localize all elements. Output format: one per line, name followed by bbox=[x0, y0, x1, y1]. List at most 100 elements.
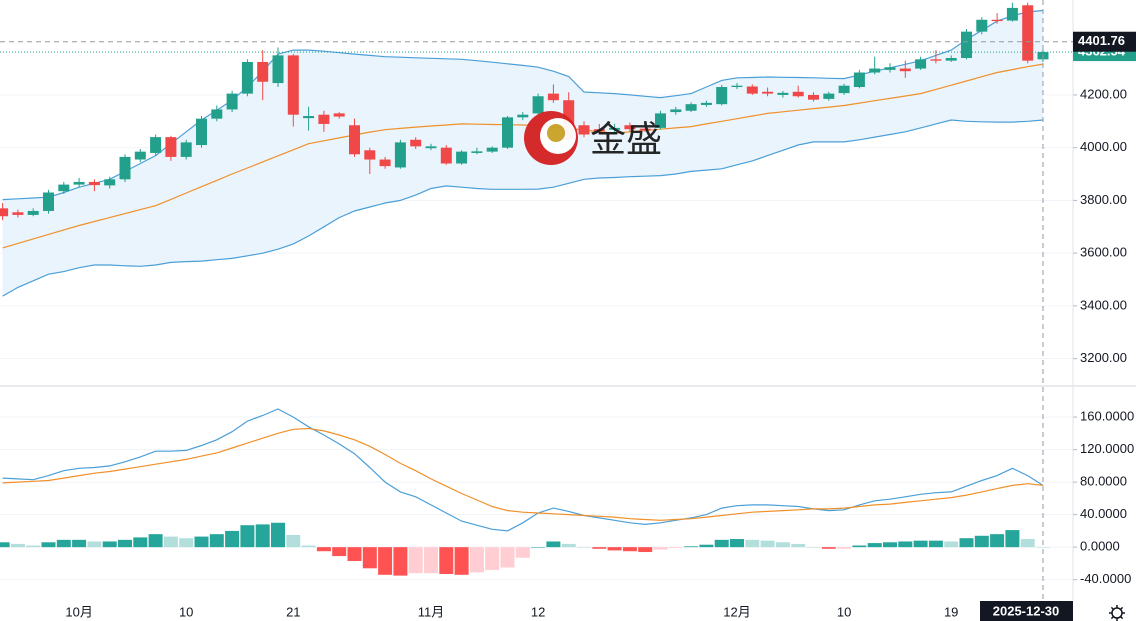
candle-body bbox=[165, 137, 177, 157]
candle-body bbox=[853, 72, 865, 88]
candle-body bbox=[287, 55, 299, 115]
candle-body bbox=[823, 93, 835, 99]
candle-body bbox=[899, 68, 911, 72]
candle-body bbox=[471, 151, 483, 153]
y-tick-label: 3400.00 bbox=[1080, 297, 1127, 312]
histogram-bar bbox=[469, 547, 484, 573]
candle-body bbox=[303, 116, 315, 119]
candle-body bbox=[593, 129, 605, 132]
histogram-bar bbox=[928, 540, 943, 548]
candle-body bbox=[578, 125, 590, 135]
histogram-bar bbox=[913, 540, 928, 548]
candle-body bbox=[838, 85, 850, 94]
x-tick-label: 21 bbox=[286, 604, 300, 619]
y-tick-label: 120.0000 bbox=[1080, 441, 1134, 456]
candle-body bbox=[425, 146, 437, 149]
candle-body bbox=[0, 208, 9, 217]
histogram-bar bbox=[791, 543, 806, 548]
histogram-bar bbox=[1005, 530, 1020, 548]
candle-body bbox=[486, 147, 498, 152]
candle-body bbox=[333, 113, 345, 117]
macd-line bbox=[2, 408, 1044, 532]
histogram-bar bbox=[485, 547, 500, 570]
histogram-bar bbox=[26, 545, 41, 548]
candle-body bbox=[869, 68, 881, 73]
x-tick-label: 19 bbox=[944, 604, 958, 619]
candle-body bbox=[762, 91, 774, 94]
candle-body bbox=[792, 91, 804, 97]
candle-body bbox=[257, 61, 269, 82]
histogram-bar bbox=[393, 547, 408, 576]
watermark-text: 金盛 bbox=[590, 119, 662, 160]
candle-body bbox=[700, 102, 712, 105]
candle-body bbox=[440, 147, 452, 164]
histogram-bar bbox=[898, 541, 913, 548]
candle-body bbox=[945, 58, 957, 61]
candle-body bbox=[731, 85, 743, 88]
band-middle bbox=[2, 63, 1044, 249]
candle-body bbox=[930, 59, 942, 61]
candle-body bbox=[746, 86, 758, 94]
candle-body bbox=[609, 127, 621, 130]
y-tick-label: 3800.00 bbox=[1080, 192, 1127, 207]
candle-body bbox=[43, 192, 54, 211]
candle-body bbox=[73, 181, 85, 185]
histogram-bar bbox=[286, 534, 301, 548]
histogram-bar bbox=[668, 547, 683, 548]
candle-body bbox=[670, 109, 682, 113]
candle-body bbox=[349, 125, 360, 155]
candle-body bbox=[226, 93, 238, 110]
candle-body bbox=[655, 113, 666, 128]
histogram-bar bbox=[1020, 539, 1035, 548]
candle-body bbox=[991, 19, 1003, 22]
candle-body bbox=[88, 181, 100, 186]
x-tick-label: 12月 bbox=[723, 604, 750, 619]
candle-body bbox=[394, 142, 406, 168]
histogram-bar bbox=[72, 539, 87, 548]
candle-body bbox=[1006, 7, 1018, 21]
candle-body bbox=[502, 117, 513, 148]
histogram-bar bbox=[332, 547, 347, 557]
histogram-bar bbox=[240, 525, 255, 548]
histogram-bar bbox=[271, 522, 285, 548]
x-tick-label: 11月 bbox=[418, 604, 445, 619]
histogram-bar bbox=[301, 545, 316, 548]
histogram-bar bbox=[775, 542, 790, 548]
candle-body bbox=[961, 31, 972, 59]
histogram-bar bbox=[806, 547, 821, 548]
histogram-bar bbox=[592, 547, 607, 549]
histogram-bar bbox=[209, 534, 224, 548]
candle-body bbox=[716, 87, 728, 105]
gear-teeth[interactable] bbox=[1109, 605, 1125, 621]
crosshair-date-box bbox=[980, 601, 1073, 621]
candle-body bbox=[318, 114, 330, 124]
histogram-bar bbox=[990, 534, 1005, 548]
candle-body bbox=[364, 150, 376, 160]
settings-icon[interactable] bbox=[1109, 605, 1125, 621]
histogram-bar bbox=[56, 539, 71, 548]
candle-body bbox=[456, 151, 468, 164]
candle-body bbox=[150, 137, 162, 153]
candle-body bbox=[532, 96, 544, 114]
histogram-bar bbox=[745, 539, 760, 548]
histogram-bar bbox=[699, 544, 714, 548]
candle-body bbox=[180, 142, 192, 157]
candle-body bbox=[639, 128, 651, 131]
candle-body bbox=[410, 139, 422, 147]
histogram-bar bbox=[225, 530, 240, 548]
histogram-bar bbox=[867, 543, 882, 548]
histogram-bar bbox=[622, 547, 637, 552]
candle-body bbox=[777, 92, 789, 95]
histogram-bar bbox=[424, 547, 438, 574]
histogram-bar bbox=[163, 536, 178, 548]
y-tick-label: 3600.00 bbox=[1080, 245, 1127, 260]
histogram-bar bbox=[179, 538, 194, 548]
band-lower bbox=[2, 119, 1044, 297]
candle-body bbox=[119, 156, 131, 180]
histogram-bar bbox=[974, 535, 989, 548]
histogram-bar bbox=[837, 547, 852, 549]
y-tick-label: 3200.00 bbox=[1080, 350, 1127, 365]
candle-body bbox=[241, 61, 253, 94]
histogram-bar bbox=[531, 547, 546, 548]
